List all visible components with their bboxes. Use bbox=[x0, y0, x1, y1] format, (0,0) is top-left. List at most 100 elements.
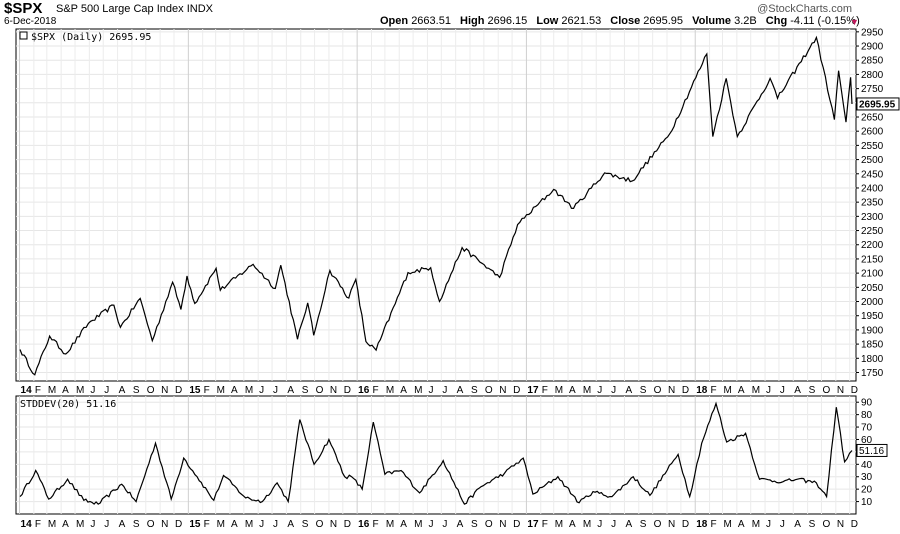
x-tick-label: A bbox=[119, 519, 126, 530]
x-tick-label: A bbox=[287, 519, 294, 530]
x-tick-label: D bbox=[682, 385, 689, 396]
x-tick-label: S bbox=[133, 519, 140, 530]
indicator-y-tick-label: 30 bbox=[861, 472, 873, 483]
price-y-tick-label: 2950 bbox=[861, 27, 884, 38]
x-tick-label: J bbox=[597, 385, 602, 396]
x-tick-label: A bbox=[569, 519, 576, 530]
price-y-tick-label: 2200 bbox=[861, 240, 884, 251]
x-tick-label: O bbox=[147, 519, 155, 530]
last-price-tag: 2695.95 bbox=[856, 97, 900, 111]
x-tick-label: J bbox=[611, 385, 616, 396]
x-tick-label: D bbox=[851, 519, 858, 530]
x-tick-label: A bbox=[400, 519, 407, 530]
x-tick-label: M bbox=[245, 519, 253, 530]
last-stddev-tag: 51.16 bbox=[856, 443, 888, 457]
x-tick-label: M bbox=[724, 519, 732, 530]
x-tick-label: S bbox=[133, 385, 140, 396]
x-tick-label: F bbox=[372, 385, 378, 396]
indicator-y-tick-label: 70 bbox=[861, 423, 873, 434]
price-y-tick-label: 1950 bbox=[861, 311, 884, 322]
x-tick-label: J bbox=[780, 519, 785, 530]
x-tick-label: N bbox=[668, 385, 675, 396]
x-tick-label: S bbox=[302, 385, 309, 396]
ticker-description: S&P 500 Large Cap Index INDX bbox=[56, 3, 213, 15]
x-tick-label: F bbox=[542, 385, 548, 396]
x-tick-label: F bbox=[35, 519, 41, 530]
quote-bar: Open 2663.51 High 2696.15 Low 2621.53 Cl… bbox=[380, 15, 866, 27]
price-y-tick-label: 2250 bbox=[861, 226, 884, 237]
indicator-y-tick-label: 20 bbox=[861, 485, 873, 496]
price-legend: $SPX (Daily) 2695.95 bbox=[19, 31, 151, 43]
x-tick-label: M bbox=[386, 519, 394, 530]
price-y-tick-label: 2500 bbox=[861, 155, 884, 166]
x-tick-label: M bbox=[752, 385, 760, 396]
x-tick-label: 15 bbox=[189, 385, 201, 396]
brand-watermark: @StockCharts.com bbox=[757, 3, 852, 15]
price-panel: 1750 1800 1850 1900 1950 2000 2050 2100 2150 2200… bbox=[15, 27, 900, 382]
indicator-y-tick-label: 60 bbox=[861, 435, 873, 446]
x-tick-label: A bbox=[119, 385, 126, 396]
price-y-tick-label: 2650 bbox=[861, 113, 884, 124]
price-y-tick-label: 2900 bbox=[861, 42, 884, 53]
x-tick-label: D bbox=[344, 385, 351, 396]
x-tick-label: S bbox=[302, 519, 309, 530]
x-tick-label: 18 bbox=[696, 519, 708, 530]
chart-date: 6-Dec-2018 bbox=[4, 16, 57, 27]
last-price-box bbox=[856, 97, 900, 111]
x-tick-label: S bbox=[640, 519, 647, 530]
x-tick-label: F bbox=[372, 519, 378, 530]
x-tick-label: A bbox=[231, 385, 238, 396]
open-value: 2663.51 bbox=[411, 15, 451, 27]
description-text: S&P 500 Large Cap Index bbox=[56, 3, 184, 15]
x-tick-label: J bbox=[780, 385, 785, 396]
x-tick-label: 18 bbox=[696, 385, 708, 396]
legend-swatch bbox=[19, 31, 28, 40]
stddev-line bbox=[19, 401, 853, 505]
indicator-y-tick-label: 10 bbox=[861, 497, 873, 508]
x-tick-label: J bbox=[259, 385, 264, 396]
x-tick-label: M bbox=[76, 519, 84, 530]
x-axis-top: 14 F M A M J J A S O N D 15 F M A M J J A S O N D 16 F M A M J J A S O N D 1… bbox=[21, 385, 858, 396]
x-tick-label: O bbox=[485, 519, 493, 530]
x-tick-label: F bbox=[204, 519, 210, 530]
x-tick-label: M bbox=[555, 385, 563, 396]
price-line bbox=[19, 35, 853, 376]
x-tick-label: A bbox=[794, 519, 801, 530]
x-axis-bottom: 14 F M A M J J A S O N D 15 F M A M J J A S O N D 16 F M A M J J A S O N D 1… bbox=[21, 519, 858, 530]
x-tick-label: 17 bbox=[527, 519, 539, 530]
x-tick-label: A bbox=[738, 519, 745, 530]
chg-label: Chg bbox=[765, 15, 788, 27]
price-y-tick-label: 1850 bbox=[861, 340, 884, 351]
chg-value: -4.11 (-0.15%) bbox=[790, 15, 860, 27]
x-tick-label: J bbox=[442, 385, 447, 396]
x-tick-label: J bbox=[104, 385, 109, 396]
volume-label: Volume bbox=[692, 15, 732, 27]
x-tick-label: F bbox=[542, 519, 548, 530]
price-y-tick-label: 2100 bbox=[861, 269, 884, 280]
x-tick-label: 16 bbox=[358, 519, 370, 530]
last-stddev-label: 51.16 bbox=[859, 446, 884, 457]
indicator-y-tick-label: 90 bbox=[861, 398, 873, 409]
x-tick-label: D bbox=[513, 385, 520, 396]
price-legend-text: $SPX (Daily) 2695.95 bbox=[31, 32, 151, 43]
price-y-tick-label: 2050 bbox=[861, 283, 884, 294]
price-y-tick-label: 2800 bbox=[861, 70, 884, 81]
x-tick-label: M bbox=[386, 385, 394, 396]
x-tick-label: A bbox=[625, 385, 632, 396]
price-grid bbox=[16, 29, 856, 381]
price-y-tick-label: 1800 bbox=[861, 354, 884, 365]
x-tick-label: O bbox=[147, 385, 155, 396]
x-tick-label: M bbox=[583, 385, 591, 396]
x-tick-label: J bbox=[273, 385, 278, 396]
x-tick-label: M bbox=[48, 519, 56, 530]
x-tick-label: N bbox=[499, 519, 506, 530]
x-tick-label: J bbox=[259, 519, 264, 530]
price-y-tick-label: 2400 bbox=[861, 183, 884, 194]
price-panel-frame bbox=[15, 28, 857, 382]
price-y-tick-label: 2600 bbox=[861, 127, 884, 138]
x-tick-label: S bbox=[471, 519, 478, 530]
high-label: High bbox=[460, 15, 485, 27]
x-tick-label: N bbox=[837, 519, 844, 530]
x-tick-label: N bbox=[330, 519, 337, 530]
